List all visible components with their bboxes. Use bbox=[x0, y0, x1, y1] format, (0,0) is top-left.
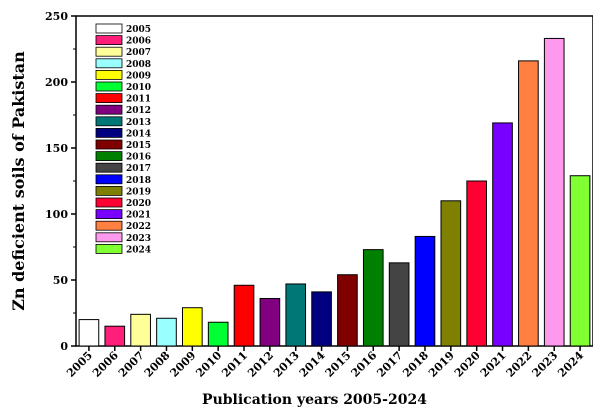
legend-label-2007: 2007 bbox=[126, 48, 151, 58]
legend-swatch-2013 bbox=[95, 116, 123, 127]
legend-label-2019: 2019 bbox=[126, 187, 151, 197]
x-tick-label-2024: 2024 bbox=[555, 349, 586, 380]
legend-label-2013: 2013 bbox=[126, 118, 151, 128]
bar-2019 bbox=[440, 200, 462, 347]
y-tick-label-0: 0 bbox=[60, 340, 68, 353]
y-tick-label-50: 50 bbox=[53, 274, 69, 287]
legend-label-2018: 2018 bbox=[126, 176, 151, 186]
x-tick-label-2017: 2017 bbox=[374, 349, 405, 380]
bar-2007 bbox=[130, 313, 151, 347]
legend-swatch-2012 bbox=[95, 104, 123, 115]
bar-2006 bbox=[104, 325, 126, 347]
legend-swatch-2019 bbox=[95, 185, 123, 196]
legend-swatch-2005 bbox=[95, 23, 123, 34]
legend-label-2022: 2022 bbox=[126, 222, 151, 232]
legend-swatch-2014 bbox=[95, 127, 123, 138]
bar-2024 bbox=[569, 175, 591, 347]
legend-label-2017: 2017 bbox=[126, 164, 151, 174]
legend-label-2015: 2015 bbox=[126, 141, 151, 151]
x-tick-label-2018: 2018 bbox=[400, 349, 431, 380]
bar-2011 bbox=[233, 284, 255, 347]
bar-2017 bbox=[388, 262, 410, 347]
legend-swatch-2022 bbox=[95, 220, 123, 231]
bar-2005 bbox=[78, 319, 100, 347]
legend-label-2014: 2014 bbox=[126, 129, 151, 139]
bars-group bbox=[78, 37, 591, 347]
bar-2018 bbox=[414, 235, 436, 347]
y-tick-label-200: 200 bbox=[45, 76, 68, 89]
x-tick-label-2014: 2014 bbox=[297, 349, 328, 380]
y-tick-label-100: 100 bbox=[45, 208, 68, 221]
x-tick-label-2013: 2013 bbox=[271, 349, 302, 380]
bar-2013 bbox=[285, 283, 307, 347]
legend-swatch-2023 bbox=[95, 232, 123, 243]
legend-label-2016: 2016 bbox=[126, 153, 151, 163]
x-tick-label-2020: 2020 bbox=[452, 349, 483, 380]
x-axis-title: Publication years 2005-2024 bbox=[202, 392, 427, 408]
legend-label-2021: 2021 bbox=[126, 211, 151, 221]
x-tick-label-2008: 2008 bbox=[142, 349, 173, 380]
x-tick-label-2006: 2006 bbox=[90, 349, 121, 380]
y-axis-title: Zn deficient soils of Pakistan bbox=[9, 51, 28, 311]
x-tick-label-2016: 2016 bbox=[349, 349, 380, 380]
x-tick-label-2023: 2023 bbox=[529, 349, 560, 380]
legend-swatch-2006 bbox=[95, 35, 123, 45]
legend-swatch-2016 bbox=[95, 151, 123, 162]
legend-swatch-2011 bbox=[95, 93, 123, 103]
x-tick-label-2019: 2019 bbox=[426, 349, 457, 380]
legend-swatch-2020 bbox=[95, 197, 123, 208]
legend-label-2023: 2023 bbox=[126, 234, 151, 244]
bar-2021 bbox=[492, 122, 513, 347]
x-tick-label-2011: 2011 bbox=[219, 349, 250, 380]
bar-2014 bbox=[311, 291, 332, 347]
bar-2022 bbox=[518, 60, 539, 347]
legend-label-2005: 2005 bbox=[126, 25, 151, 35]
x-tick-label-2007: 2007 bbox=[116, 349, 147, 380]
bar-2010 bbox=[207, 321, 229, 347]
bar-2016 bbox=[362, 249, 384, 347]
legend-label-2009: 2009 bbox=[126, 71, 151, 81]
legend-label-2011: 2011 bbox=[126, 95, 151, 105]
legend-label-2020: 2020 bbox=[126, 199, 151, 209]
legend-swatch-2007 bbox=[95, 46, 123, 57]
x-tick-label-2022: 2022 bbox=[504, 349, 535, 380]
x-tick-label-2005: 2005 bbox=[64, 349, 95, 380]
legend-label-2024: 2024 bbox=[126, 245, 151, 255]
y-tick-label-150: 150 bbox=[45, 142, 68, 155]
legend-swatch-2021 bbox=[95, 209, 123, 220]
bar-2015 bbox=[337, 274, 358, 347]
bar-2020 bbox=[466, 180, 488, 347]
x-tick-label-2009: 2009 bbox=[168, 349, 199, 380]
plot-area bbox=[75, 15, 593, 347]
x-tick-label-2021: 2021 bbox=[478, 349, 509, 380]
legend-label-2010: 2010 bbox=[126, 83, 151, 93]
legend-swatch-2010 bbox=[95, 81, 123, 92]
x-tick-label-2012: 2012 bbox=[245, 349, 276, 380]
legend-label-2012: 2012 bbox=[126, 106, 151, 116]
bar-2009 bbox=[182, 307, 203, 347]
legend-swatch-2018 bbox=[95, 174, 123, 185]
bar-2012 bbox=[259, 297, 281, 347]
legend-swatch-2017 bbox=[95, 162, 123, 173]
plot-frame bbox=[75, 15, 593, 347]
x-tick-label-2015: 2015 bbox=[323, 349, 354, 380]
bar-2023 bbox=[543, 37, 565, 347]
legend-swatch-2024 bbox=[95, 243, 123, 254]
legend-label-2008: 2008 bbox=[126, 60, 151, 70]
bar-2008 bbox=[156, 317, 177, 347]
legend-label-2006: 2006 bbox=[126, 37, 151, 47]
legend-swatch-2015 bbox=[95, 139, 123, 150]
x-tick-label-2010: 2010 bbox=[193, 349, 224, 380]
legend-swatch-2009 bbox=[95, 70, 123, 80]
y-tick-label-250: 250 bbox=[45, 10, 68, 23]
legend-swatch-2008 bbox=[95, 58, 123, 69]
